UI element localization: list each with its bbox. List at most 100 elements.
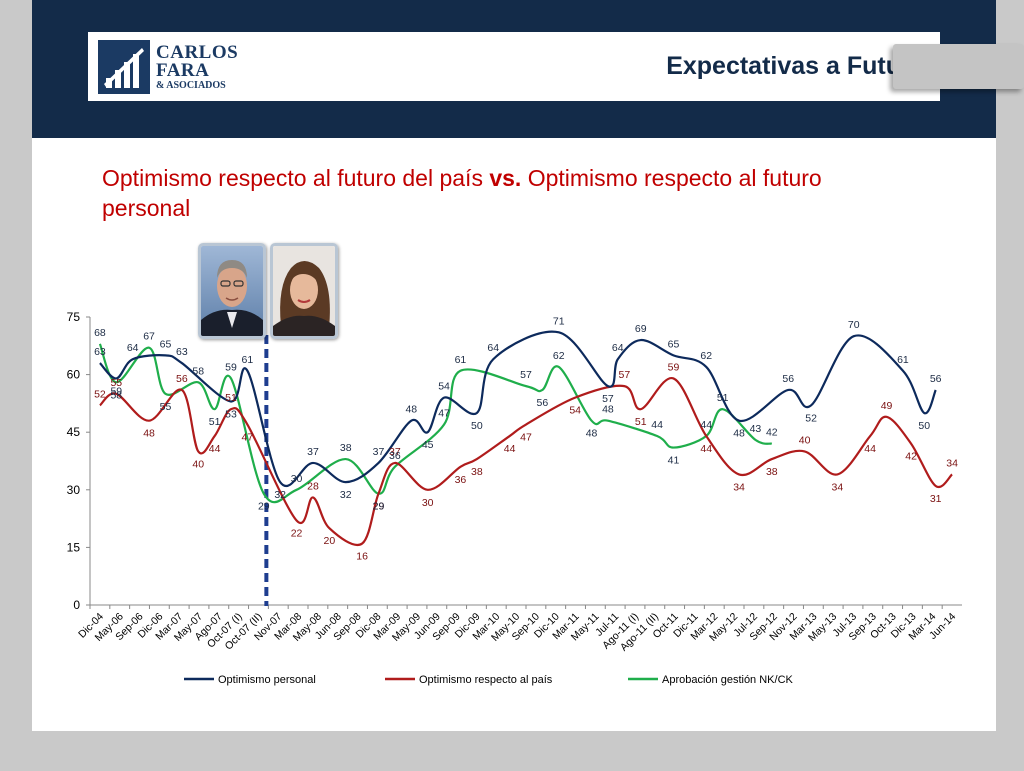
data-label: 64	[487, 342, 499, 354]
data-label: 54	[438, 381, 450, 393]
data-label: 38	[471, 466, 483, 478]
subtitle-vs: vs.	[489, 165, 522, 191]
data-label: 62	[553, 350, 565, 362]
data-label: 63	[94, 346, 106, 358]
data-label: 44	[700, 419, 712, 431]
data-label: 29	[373, 501, 385, 513]
subtitle-part2: Optimismo respecto al futuro personal	[102, 165, 822, 221]
header-band: CARLOS FARA & ASOCIADOS Expectativas a F…	[32, 0, 996, 138]
y-tick-label: 0	[73, 598, 80, 612]
data-label: 57	[618, 369, 630, 381]
data-label: 47	[242, 432, 254, 444]
data-label: 61	[242, 354, 254, 366]
data-label: 34	[946, 457, 958, 469]
data-label: 68	[94, 327, 106, 339]
data-label: 56	[176, 373, 188, 385]
data-label: 52	[805, 412, 817, 424]
data-label: 57	[520, 369, 532, 381]
data-label: 47	[438, 408, 450, 420]
y-tick-label: 60	[67, 368, 81, 382]
data-label: 55	[160, 401, 172, 413]
data-label: 34	[832, 481, 844, 493]
data-label: 53	[225, 408, 237, 420]
data-label: 48	[143, 428, 155, 440]
series-line-0	[99, 330, 937, 487]
data-label: 45	[422, 439, 434, 451]
data-label: 64	[127, 342, 139, 354]
y-tick-label: 75	[67, 310, 81, 324]
data-label: 38	[340, 442, 352, 454]
data-label: 37	[373, 446, 385, 458]
data-label: 36	[455, 474, 467, 486]
data-label: 71	[553, 315, 565, 327]
slide: CARLOS FARA & ASOCIADOS Expectativas a F…	[32, 0, 996, 731]
data-label: 54	[569, 405, 581, 417]
legend-label-1: Optimismo respecto al país	[419, 674, 553, 686]
data-label: 37	[389, 446, 401, 458]
y-tick-label: 45	[67, 425, 81, 439]
data-label: 43	[750, 423, 762, 435]
data-label: 49	[881, 400, 893, 412]
data-label: 44	[651, 419, 663, 431]
y-tick-label: 30	[67, 483, 81, 497]
data-label: 47	[520, 432, 532, 444]
woman-portrait-photo	[270, 243, 338, 339]
data-label: 50	[471, 420, 483, 432]
man-portrait-photo	[198, 243, 266, 339]
data-label: 51	[635, 416, 647, 428]
data-label: 44	[504, 443, 516, 455]
data-label: 50	[918, 420, 930, 432]
data-label: 48	[602, 404, 614, 416]
logo-text: CARLOS FARA & ASOCIADOS	[156, 42, 239, 92]
data-label: 51	[225, 392, 237, 404]
page-title: Expectativas a Futuro	[666, 52, 926, 80]
data-label: 40	[799, 434, 811, 446]
data-label: 59	[668, 361, 680, 373]
series-line-1	[99, 377, 953, 546]
data-label: 32	[340, 489, 352, 501]
data-label: 44	[209, 443, 221, 455]
company-logo: CARLOS FARA & ASOCIADOS	[98, 40, 248, 94]
data-label: 36	[389, 450, 401, 462]
data-label: 48	[733, 428, 745, 440]
data-label: 56	[782, 373, 794, 385]
data-label: 40	[192, 458, 204, 470]
data-label: 29	[373, 501, 385, 513]
legend-label-0: Optimismo personal	[218, 674, 316, 686]
logo-line-asociados: & ASOCIADOS	[156, 80, 226, 91]
data-label: 42	[766, 427, 778, 439]
legend-label-2: Aprobación gestión NK/CK	[662, 674, 794, 686]
data-label: 30	[422, 497, 434, 509]
data-label: 64	[612, 342, 624, 354]
data-label: 56	[930, 373, 942, 385]
logo-line-fara: FARA	[156, 60, 210, 81]
data-label: 65	[668, 338, 680, 350]
data-label: 41	[668, 455, 680, 467]
data-label: 37	[307, 446, 319, 458]
data-label: 62	[700, 350, 712, 362]
data-label: 44	[864, 443, 876, 455]
data-label: 30	[291, 473, 303, 485]
data-label: 59	[225, 361, 237, 373]
data-label: 34	[733, 481, 745, 493]
data-label: 67	[143, 331, 155, 343]
data-label: 20	[323, 535, 335, 547]
data-label: 29	[258, 501, 270, 513]
logo-mark-icon	[98, 40, 150, 94]
data-label: 38	[766, 466, 778, 478]
data-label: 59	[110, 385, 122, 397]
data-label: 57	[602, 393, 614, 405]
data-label: 56	[537, 397, 549, 409]
subtitle-part1: Optimismo respecto al futuro del país	[102, 165, 490, 191]
data-label: 52	[94, 388, 106, 400]
side-tab	[893, 44, 1024, 89]
data-label: 61	[897, 354, 909, 366]
data-label: 55	[110, 377, 122, 389]
series-line-2	[98, 343, 773, 504]
data-label: 48	[405, 404, 417, 416]
data-label: 32	[274, 489, 286, 501]
data-label: 28	[307, 480, 319, 492]
data-label: 63	[176, 346, 188, 358]
logo-line-carlos: CARLOS	[156, 42, 239, 63]
